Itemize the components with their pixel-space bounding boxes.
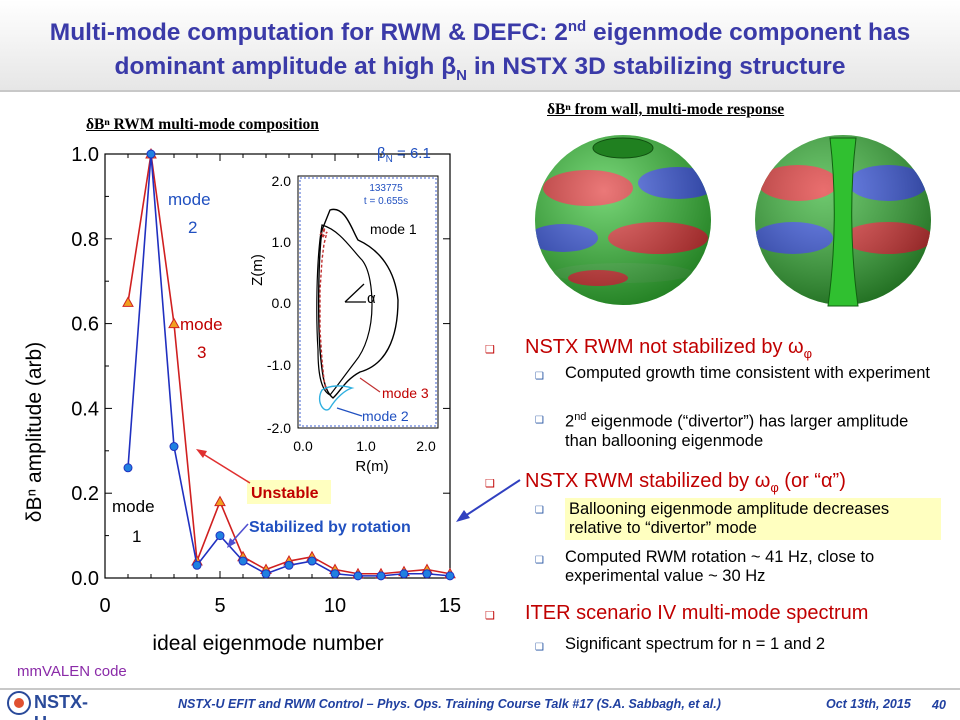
inset-ytick: -2.0 [267,420,291,436]
inset-ytick: -1.0 [267,357,291,373]
mode-1-label-num: 1 [132,527,141,546]
mode-3-label-num: 3 [197,343,206,362]
footer-citation: NSTX-U EFIT and RWM Control – Phys. Ops.… [178,697,721,711]
data-point-circle [399,569,409,579]
nstx-u-logo: NSTX-U [6,690,96,720]
inset-wall-box [299,177,437,427]
data-point-circle [215,531,225,541]
shot-number: 133775 [369,183,403,194]
inset-frame [297,175,439,429]
mode-2-label-num: 2 [188,218,197,237]
y-tick-label: 0.0 [71,568,99,590]
pointer-arrow [456,479,521,522]
title-line-1: Multi-mode computation for RWM & DEFC: 2… [49,18,911,47]
inset-plot: 2.0 1.0 0.0 -1.0 -2.0 0.0 1.0 2.0 R(m) Z… [249,173,439,475]
footer-date: Oct 13th, 2015 [826,697,911,711]
data-point-circle [146,149,156,159]
data-point-circle [445,571,455,581]
x-tick-label: 10 [324,595,346,617]
inset-xtick: 2.0 [416,438,436,454]
inset-xtick: 1.0 [356,438,376,454]
bullet-box-icon: ❑ [535,555,544,566]
data-point-circle [192,560,202,570]
alpha-ray-line [344,283,365,303]
inset-ytick: 2.0 [272,173,292,189]
title-bar [0,0,960,92]
inset-mode-3-label: mode 3 [382,385,429,401]
wall-response-globe-1 [535,135,711,305]
data-point-triangle [214,495,226,507]
bullet-box-icon: ❑ [485,344,495,356]
left-chart-heading: δBⁿ RWM multi-mode composition [86,116,319,133]
unstable-arrow [199,451,251,484]
wall-response-globe-2 [755,135,931,307]
data-point-triangle [122,296,134,307]
data-point-circle [330,569,340,579]
title-line-2: dominant amplitude at high βN in NSTX 3D… [114,53,846,85]
y-tick-label: 0.2 [71,483,99,505]
y-axis: 0.0 0.2 0.4 0.6 0.8 1.0 [71,144,450,590]
x-tick-label: 0 [99,595,110,617]
bullet-box-icon: ❑ [485,478,495,490]
slide-title: Multi-mode computation for RWM & DEFC: 2… [0,10,960,93]
right-figure-heading: δBⁿ from wall, multi-mode response [547,101,785,118]
bullet-box-icon: ❑ [535,642,544,653]
series-layer [122,147,456,581]
inset-x-label: R(m) [355,458,388,475]
beta-n-label: βN = 6.1 [377,145,431,165]
x-tick-label: 5 [214,595,225,617]
inset-y-label: Z(m) [249,254,266,286]
mode-2-label-word: mode [168,190,211,209]
stabilized-arrow-head [227,538,236,548]
inset-mode-2-label: mode 2 [362,408,409,424]
mode-3-label-word: mode [180,315,223,334]
mode-3-boundary [319,227,328,391]
inset-mode-1-label: mode 1 [370,221,417,237]
data-point-circle [123,463,133,473]
x-tick-label: 15 [439,595,461,617]
shot-time: t = 0.655s [364,196,408,207]
inset-ytick: 0.0 [272,295,292,311]
data-point-circle [422,569,432,579]
data-point-triangle [168,317,180,329]
bullet-box-icon: ❑ [535,371,544,382]
unstable-arrow-head [196,449,207,458]
y-axis-label: δBⁿ amplitude (arb) [23,342,46,522]
bullet-box-icon: ❑ [485,610,495,622]
data-point-circle [284,560,294,570]
data-point-circle [169,442,179,452]
alpha-label: α [367,290,376,307]
data-point-circle [376,571,386,581]
eigenmode-amplitude-chart: 0.0 0.2 0.4 0.6 0.8 1.0 0 5 10 15 ideal eigenmod… [23,144,461,655]
x-axis-label: ideal eigenmode number [152,632,383,655]
pointer-arrow-head [456,510,470,522]
stabilized-label: Stabilized by rotation [249,519,411,536]
unstable-highlight [247,480,331,504]
bullet-box-icon: ❑ [535,415,544,426]
unstable-label: Unstable [251,485,319,502]
footer-line [0,688,960,690]
pointer-arrow-line [461,479,521,519]
data-point-circle [353,571,363,581]
y-tick-label: 0.4 [71,398,99,420]
inset-ytick: 1.0 [272,234,292,250]
inset-xtick: 0.0 [293,438,313,454]
y-tick-label: 0.6 [71,314,99,336]
plasma-boundary [318,208,399,399]
mode-1-label-word: mode [112,497,155,516]
data-point-circle [261,569,271,579]
logo-mark-icon [7,691,31,715]
bullet-box-icon: ❑ [535,505,544,516]
mode-1-boundary [316,224,373,396]
inset-mode-3-arrow [359,377,381,393]
page-number: 40 [932,698,946,712]
data-point-circle [307,556,317,566]
mode-2-lobe [318,385,355,411]
data-point-circle [238,556,248,566]
inset-mode-2-arrow [336,407,363,417]
code-label: mmVALEN code [17,663,127,680]
y-tick-label: 0.8 [71,229,99,251]
y-tick-label: 1.0 [71,144,99,166]
